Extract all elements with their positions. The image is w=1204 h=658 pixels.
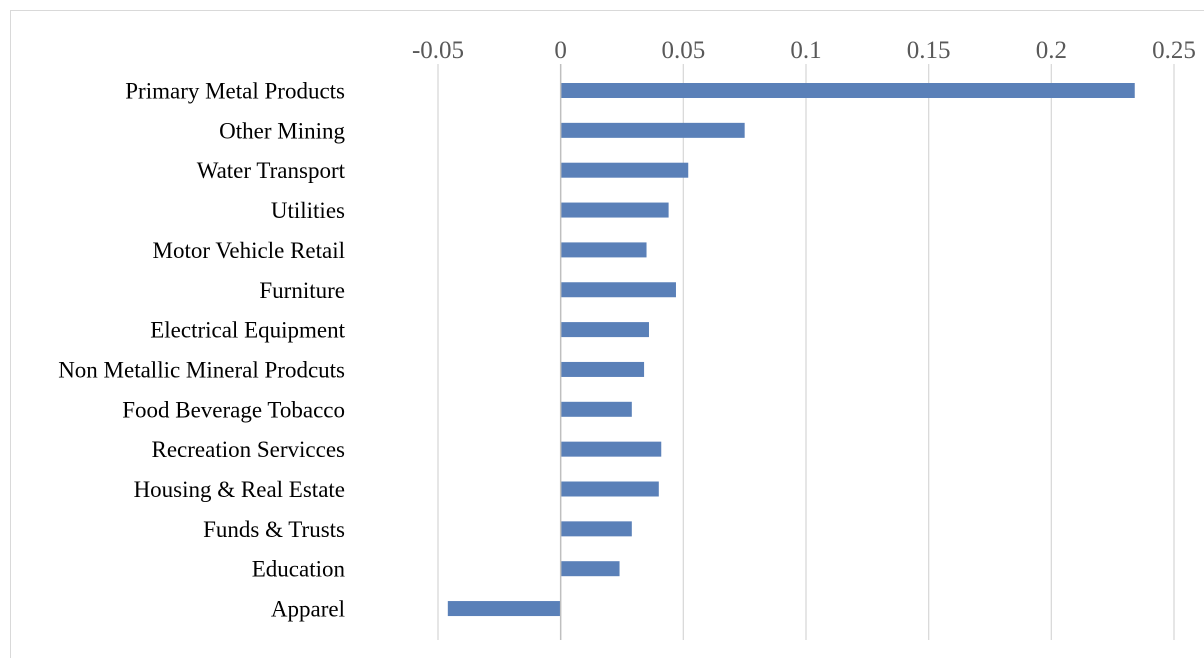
bar	[560, 361, 645, 377]
x-tick-label: 0.2	[1036, 37, 1067, 64]
category-label: Apparel	[271, 597, 345, 622]
chart-frame	[10, 10, 1204, 658]
category-label: Other Mining	[219, 118, 345, 143]
category-label: Electrical Equipment	[150, 318, 345, 343]
category-label: Food Beverage Tobacco	[122, 397, 345, 422]
category-label: Water Transport	[197, 158, 346, 183]
category-label: Funds & Trusts	[203, 517, 345, 542]
bar	[560, 322, 649, 338]
bar	[560, 441, 662, 457]
bar	[560, 401, 632, 417]
bar	[447, 601, 561, 617]
category-label: Housing & Real Estate	[134, 477, 345, 502]
category-label: Furniture	[259, 278, 345, 303]
x-axis-tick-labels: -0.05 0 0.05 0.1 0.15 0.2 0.25	[412, 37, 1196, 64]
x-tick-label: 0.15	[907, 37, 951, 64]
category-label: Recreation Servicces	[152, 437, 346, 462]
bar	[560, 122, 745, 138]
gridlines	[437, 64, 1175, 640]
category-labels: Primary Metal Products Other Mining Water …	[58, 79, 345, 622]
bar	[560, 521, 632, 537]
category-label: Non Metallic Mineral Prodcuts	[58, 357, 345, 382]
bar	[560, 202, 669, 218]
category-label: Utilities	[271, 198, 345, 223]
bar	[560, 282, 676, 298]
bar	[560, 162, 689, 178]
x-tick-label: 0.05	[661, 37, 705, 64]
bar	[560, 242, 647, 258]
bar	[560, 83, 1135, 98]
category-label: Education	[252, 557, 346, 582]
x-tick-label: 0.25	[1152, 37, 1196, 64]
x-tick-label: -0.05	[412, 37, 464, 64]
category-label: Primary Metal Products	[125, 79, 345, 104]
bar	[560, 561, 620, 577]
category-label: Motor Vehicle Retail	[153, 238, 345, 263]
bars	[447, 83, 1135, 617]
bar	[560, 481, 659, 497]
x-tick-label: 0	[554, 37, 567, 64]
x-tick-label: 0.1	[790, 37, 821, 64]
